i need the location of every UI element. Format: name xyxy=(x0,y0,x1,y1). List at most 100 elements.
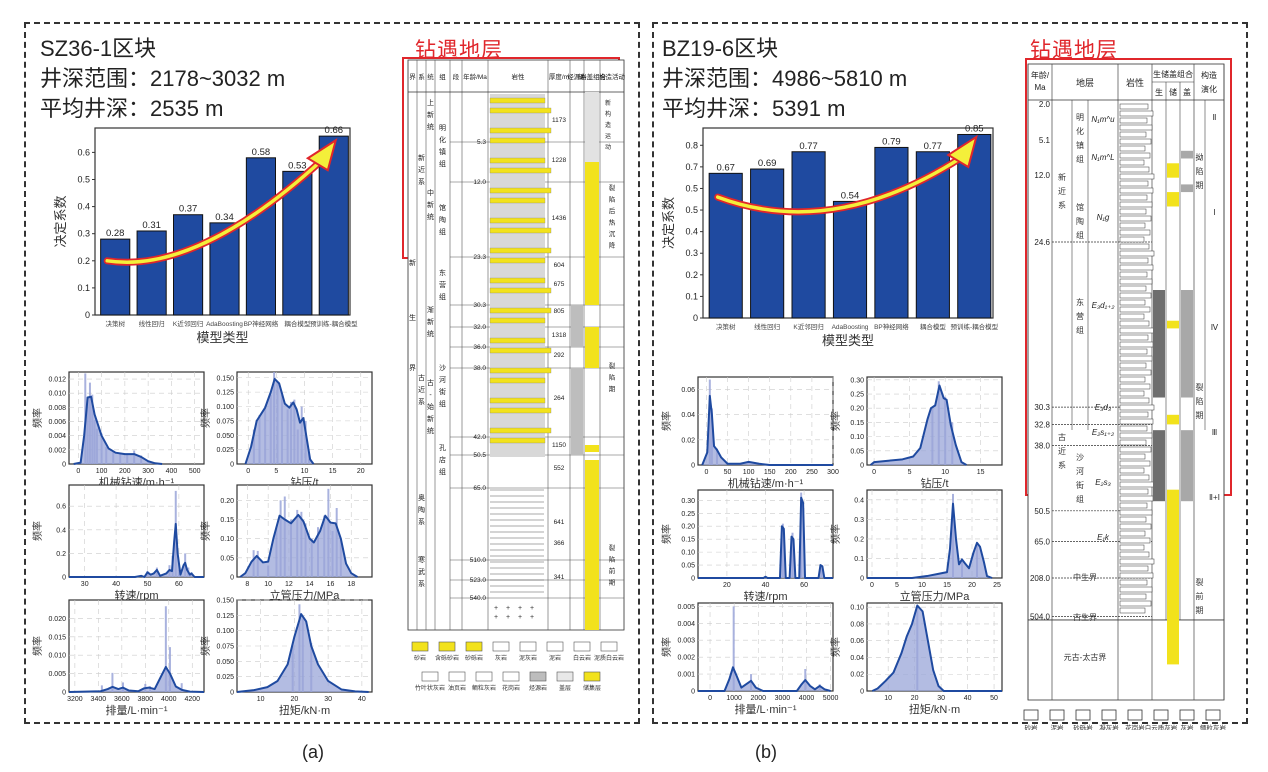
age-label: 2.0 xyxy=(1039,100,1051,109)
lithology-bed xyxy=(1119,229,1151,236)
thickness-label: 1173 xyxy=(552,117,566,124)
lithology-bed xyxy=(1119,180,1149,187)
formation-label: 组 xyxy=(1076,230,1084,240)
age-label: 23.3 xyxy=(473,254,486,261)
formation-label: 街 xyxy=(439,387,446,396)
series-label: 古 xyxy=(427,378,434,387)
thickness-label: 675 xyxy=(554,281,565,288)
lithology-bed xyxy=(1119,362,1147,369)
lithology-granite: + xyxy=(506,605,510,612)
lithology-bed xyxy=(1119,572,1154,579)
tectonic-label: 降 xyxy=(609,241,616,250)
formation-label: 东 xyxy=(1076,297,1084,307)
lithology-bed xyxy=(1119,208,1147,215)
lithology-bed xyxy=(1119,502,1148,509)
lithology-sandstone xyxy=(489,407,552,414)
legend-swatch xyxy=(438,641,456,652)
legend-label: 花岗岩 xyxy=(1125,723,1145,730)
lithology-bed xyxy=(1119,278,1153,285)
cap-rock-interval xyxy=(1181,150,1193,159)
legend-label: 烃源岩 xyxy=(529,684,547,692)
column-header: 烃源岩 xyxy=(567,72,587,81)
lithology-sandstone xyxy=(489,347,552,354)
thickness-label: 1436 xyxy=(552,215,567,222)
system-label: 系 xyxy=(418,397,425,406)
system-label: 系 xyxy=(1058,200,1066,210)
lithology-bed xyxy=(1119,369,1152,376)
age-label: 208.0 xyxy=(1030,574,1051,583)
column-header: 储 xyxy=(1169,87,1177,97)
legend-label: 泥质白云岩 xyxy=(594,654,624,662)
legend-swatch xyxy=(1101,709,1117,721)
age-label: 523.0 xyxy=(470,577,487,584)
age-label: 42.0 xyxy=(473,434,486,441)
mean-depth-value: 2535 m xyxy=(150,96,224,121)
lithology-sandstone xyxy=(489,127,552,134)
column-header: 组 xyxy=(439,72,446,81)
column-header: 演化 xyxy=(1201,84,1217,94)
series-label: 新 xyxy=(427,110,434,119)
depth-range-value: 4986~5810 m xyxy=(772,66,908,91)
age-label: 38.0 xyxy=(1034,442,1050,451)
lithology-bed xyxy=(1119,110,1154,117)
age-label: 32.8 xyxy=(1034,420,1050,429)
lithology-bed xyxy=(1119,551,1150,558)
lithology-bed xyxy=(1119,257,1149,264)
lithology-bed xyxy=(1119,523,1152,530)
legend-label: 含砾砂岩 xyxy=(435,654,459,662)
lithology-mudstone xyxy=(490,94,545,457)
system-label: 古 xyxy=(418,373,425,382)
lithology-bed xyxy=(1119,383,1151,390)
system-label: 新 xyxy=(1058,172,1066,182)
lithology-bed xyxy=(1119,271,1148,278)
panel-a xyxy=(24,22,640,724)
lithology-bed xyxy=(1119,390,1145,397)
system-label: 系 xyxy=(1058,460,1066,470)
source-rock-interval xyxy=(571,437,583,455)
caption-b: (b) xyxy=(755,742,777,762)
column-header: Ma xyxy=(1034,83,1046,92)
series-label: 统 xyxy=(427,329,434,338)
tectonic-label: 前 xyxy=(609,566,616,575)
legend-swatch xyxy=(1049,709,1065,721)
tectonic-label: 期 xyxy=(609,579,616,587)
lithology-granite: + xyxy=(530,605,534,612)
lithology-bed xyxy=(1119,236,1145,243)
thickness-label: 292 xyxy=(554,352,565,359)
cap-rock-interval xyxy=(1181,290,1193,398)
tectonic-label: 造 xyxy=(605,121,611,129)
lithology-bed xyxy=(1119,215,1152,222)
thickness-label: 366 xyxy=(554,540,565,547)
thickness-label: 1150 xyxy=(552,442,566,449)
lithology-bed xyxy=(1119,432,1153,439)
tectonic-phase-label: 期 xyxy=(1196,606,1204,615)
reservoir-interval xyxy=(585,327,599,368)
reservoir-interval xyxy=(1167,192,1179,207)
lithology-bed xyxy=(1119,341,1154,348)
tectonic-phase-label: 裂 xyxy=(1196,577,1204,587)
formation-label: 孔 xyxy=(439,444,446,452)
tectonic-label: 陷 xyxy=(609,373,616,382)
formation-label: 沙 xyxy=(439,364,446,372)
mean-depth-label: 平均井深： xyxy=(40,96,151,121)
lithology-bed xyxy=(1119,201,1153,208)
lithology-bed xyxy=(1119,460,1151,467)
thickness-label: 1318 xyxy=(552,332,567,339)
legend-swatch xyxy=(519,641,537,652)
lithology-sandstone xyxy=(489,317,546,324)
stratigraphic-column-a: 界系统组段年龄/Ma 岩性 厚度/m烃源岩储-盖组合构造活动5.312.023.33… xyxy=(407,59,626,692)
lithology-granite: + xyxy=(506,614,510,621)
formation-label: 组 xyxy=(1076,494,1084,504)
tectonic-phase-label: 期 xyxy=(1196,181,1204,190)
lithology-bed xyxy=(1119,145,1146,152)
column-header: 厚度/m xyxy=(549,72,569,81)
panel-a-header: SZ36-1区块 井深范围：2178~3032 m 平均井深：2535 m xyxy=(40,34,285,124)
lithology-bed xyxy=(1119,544,1145,551)
column-header: 盖 xyxy=(1183,87,1191,97)
legend-label: 砂砾岩 xyxy=(465,654,483,662)
formation-label: 明 xyxy=(1076,113,1084,122)
series-label: 统 xyxy=(427,122,434,131)
lithology-bed xyxy=(1119,565,1149,572)
lithology-bed xyxy=(1119,285,1147,292)
lithology-bed xyxy=(1119,187,1154,194)
